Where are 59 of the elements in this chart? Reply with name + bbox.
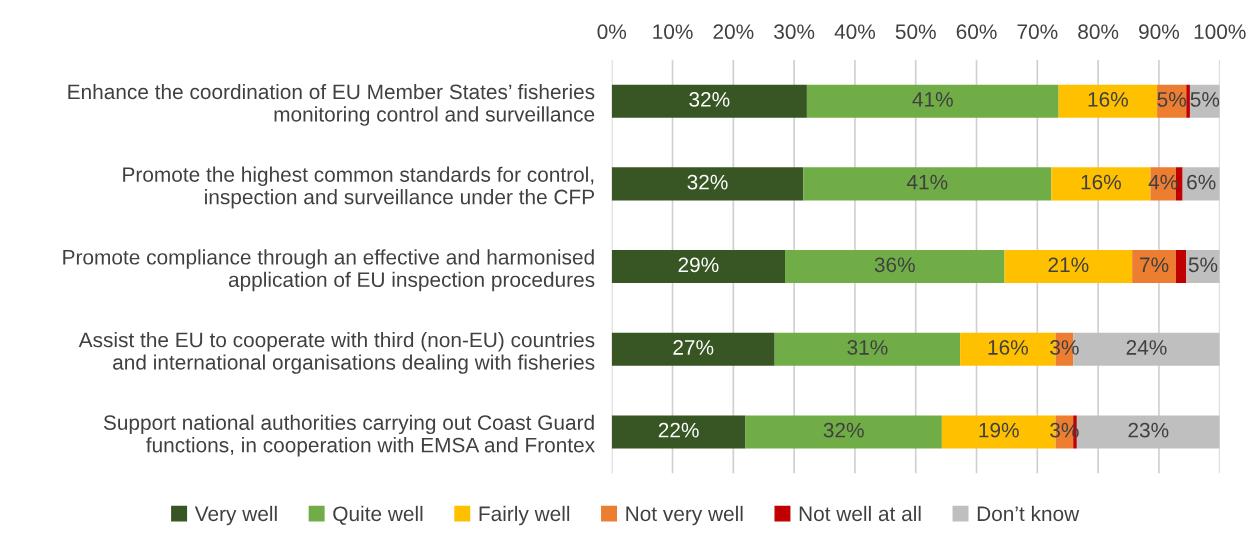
bar	[611, 332, 775, 366]
data-label: 7%	[1140, 257, 1169, 273]
y-tick-label: Support national authorities carrying out Coast Guard functions, in cooperation with EMSA and Frontex	[103, 414, 595, 457]
data-label: 6%	[1187, 174, 1216, 190]
data-label: 5%	[1190, 92, 1220, 107]
legend-label: Not very well	[626, 505, 743, 526]
data-label: 24%	[1126, 340, 1167, 355]
data-label: 16%	[1081, 174, 1121, 190]
x-tick-label: 100%	[1194, 24, 1246, 40]
x-tick-label: 20%	[713, 24, 754, 40]
bar	[1186, 84, 1190, 118]
bar	[785, 250, 1005, 284]
x-tick-label: 80%	[1078, 24, 1119, 40]
bar	[745, 415, 942, 449]
bar	[1175, 250, 1187, 284]
data-label: 41%	[906, 174, 948, 190]
data-label: 27%	[673, 340, 714, 355]
data-label: 31%	[847, 340, 888, 355]
data-label: 32%	[823, 422, 864, 438]
bar	[611, 167, 804, 201]
x-tick-label: 30%	[774, 24, 815, 40]
bar	[611, 250, 786, 284]
x-tick-label: 70%	[1017, 24, 1058, 40]
data-label: 23%	[1128, 422, 1169, 438]
data-label: 5%	[1188, 257, 1218, 273]
data-label: 5%	[1157, 92, 1187, 107]
data-label: 19%	[979, 422, 1019, 438]
x-tick-label: 0%	[597, 24, 627, 40]
legend-label: Not well at all	[799, 505, 921, 522]
data-label: 32%	[689, 92, 730, 107]
legend-label: Very well	[194, 505, 277, 526]
legend-label: Quite well	[333, 505, 423, 525]
data-label: 32%	[687, 174, 728, 190]
bar	[1132, 250, 1176, 284]
bar	[611, 84, 807, 118]
bar	[774, 332, 961, 366]
data-label: 41%	[912, 92, 953, 107]
legend-label: Fairly well	[479, 505, 570, 526]
data-label: 29%	[678, 257, 719, 273]
data-label: 16%	[988, 340, 1028, 355]
bar	[1004, 250, 1133, 284]
data-label: 16%	[1088, 92, 1128, 107]
y-tick-label: Promote compliance through an effective and harmonised application of EU inspection procedures	[63, 249, 595, 292]
bar	[611, 415, 746, 449]
data-label: 21%	[1048, 257, 1089, 273]
y-tick-label: Assist the EU to cooperate with third (non-EU) countries and international organisations dealing with fisheries	[78, 331, 595, 374]
data-label: 36%	[874, 257, 915, 273]
data-label: 22%	[658, 422, 699, 438]
x-tick-label: 40%	[834, 24, 876, 40]
x-tick-label: 60%	[956, 24, 997, 40]
x-tick-label: 10%	[653, 24, 693, 40]
x-tick-label: 90%	[1139, 24, 1180, 40]
y-tick-label: Promote the highest common standards for control, inspection and surveillance under the CFP	[123, 166, 594, 209]
y-tick-label: Enhance the coordination of EU Member States’ fisheries monitoring control and surveillance	[68, 83, 595, 126]
bar	[806, 84, 1059, 118]
x-tick-label: 50%	[895, 24, 936, 40]
bar	[1058, 84, 1158, 118]
bar	[803, 167, 1052, 201]
legend-label: Don’t know	[977, 505, 1080, 522]
